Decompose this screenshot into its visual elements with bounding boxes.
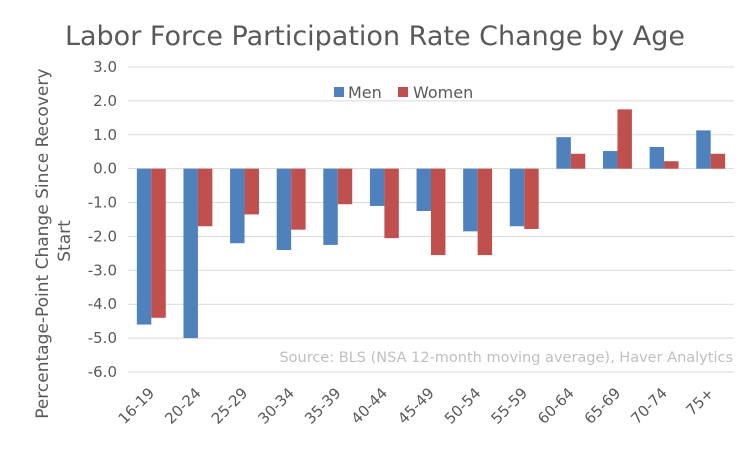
- x-tick-label: 70-74: [627, 384, 671, 428]
- bar-women-60-64: [570, 153, 586, 169]
- bar-men-20-24: [183, 168, 198, 339]
- bar-men-50-54: [463, 168, 478, 232]
- y-tick-label: -6.0: [88, 363, 117, 381]
- bar-men-55-59: [509, 168, 525, 227]
- bar-men-30-34: [276, 168, 292, 250]
- source-annotation: Source: BLS (NSA 12-month moving average…: [279, 350, 733, 366]
- chart-title: Labor Force Participation Rate Change by…: [65, 21, 685, 52]
- bar-women-55-59: [524, 168, 539, 229]
- y-tick-label: -2.0: [88, 227, 117, 245]
- y-axis-label: Percentage-Point Change Since Recovery S…: [33, 63, 75, 419]
- bar-men-25-29: [230, 168, 245, 244]
- legend: Men Women: [334, 83, 473, 102]
- legend-label-men: Men: [348, 83, 382, 102]
- y-axis-label-line-1: Percentage-Point Change Since Recovery: [33, 69, 53, 419]
- x-axis-ticks: 16-19 20-24 25-29 30-34 35-39 40-44 45-49 50-54…: [115, 384, 718, 428]
- bar-women-35-39: [337, 168, 353, 205]
- y-tick-label: -4.0: [88, 295, 117, 313]
- bar-men-40-44: [369, 168, 385, 206]
- bar-women-65-69: [617, 109, 632, 169]
- x-tick-label: 35-39: [301, 384, 345, 428]
- x-tick-label: 30-34: [254, 384, 298, 428]
- bar-women-45-49: [431, 168, 446, 256]
- x-tick-label: 25-29: [208, 384, 252, 428]
- bar-men-65-69: [603, 151, 618, 169]
- x-tick-label: 75+: [682, 384, 717, 419]
- x-tick-label: 50-54: [441, 384, 485, 428]
- y-tick-label: -5.0: [88, 329, 117, 347]
- bar-men-16-19: [136, 168, 152, 325]
- x-tick-label: 55-59: [488, 384, 532, 428]
- legend-swatch-women: [398, 87, 408, 97]
- x-tick-label: 16-19: [115, 384, 159, 428]
- bar-men-45-49: [416, 168, 431, 212]
- y-axis-label-line-2: Start: [55, 220, 75, 262]
- bar-men-75+: [696, 130, 711, 169]
- bar-women-25-29: [244, 168, 259, 215]
- y-tick-label: 3.0: [93, 58, 117, 76]
- y-tick-label: 0.0: [93, 160, 117, 178]
- legend-swatch-men: [334, 87, 344, 97]
- bar-men-60-64: [556, 137, 571, 169]
- bar-women-75+: [710, 153, 726, 169]
- bar-women-30-34: [291, 168, 306, 230]
- bar-women-50-54: [477, 168, 493, 256]
- bar-women-70-74: [664, 161, 679, 169]
- y-tick-label: -1.0: [88, 194, 117, 212]
- y-tick-label: -3.0: [88, 261, 117, 279]
- x-tick-label: 60-64: [534, 384, 578, 428]
- bar-men-35-39: [323, 168, 338, 245]
- x-tick-label: 20-24: [161, 384, 205, 428]
- bars: [136, 109, 726, 339]
- x-tick-label: 65-69: [581, 384, 625, 428]
- x-tick-label: 40-44: [348, 384, 392, 428]
- bar-women-40-44: [384, 168, 399, 239]
- bar-women-16-19: [151, 168, 166, 318]
- y-axis-ticks: 3.0 2.0 1.0 0.0 -1.0 -2.0 -3.0 -4.0 -5.0 -6.0: [88, 58, 117, 381]
- y-tick-label: 1.0: [93, 126, 117, 144]
- legend-label-women: Women: [413, 83, 473, 102]
- bar-women-20-24: [197, 168, 213, 227]
- x-tick-label: 45-49: [394, 384, 438, 428]
- y-tick-label: 2.0: [93, 92, 117, 110]
- bar-men-70-74: [649, 146, 665, 169]
